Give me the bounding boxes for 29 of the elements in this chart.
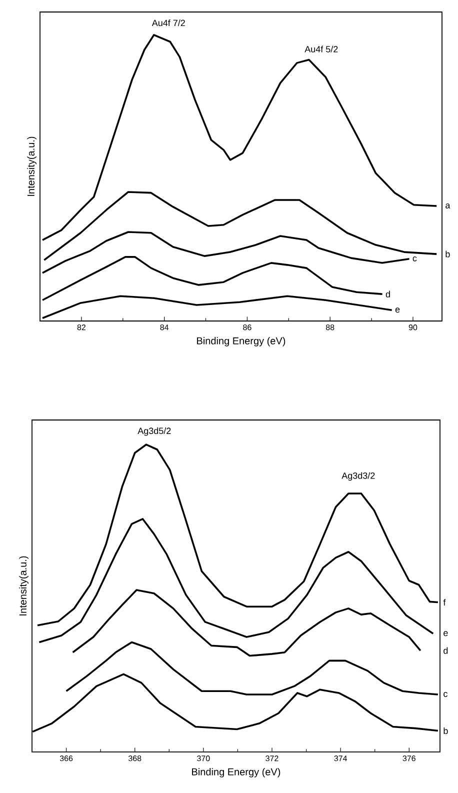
- x-tick-label: 366: [60, 756, 73, 762]
- series-label: e: [395, 308, 400, 313]
- x-tick-label: 374: [334, 756, 348, 762]
- x-axis-title: Binding Energy (eV): [197, 337, 286, 346]
- x-tick-label: 82: [77, 324, 86, 330]
- annotation: Au4f 5/2: [304, 46, 338, 52]
- text: d: [444, 647, 448, 654]
- series-label: d: [386, 290, 390, 298]
- series-label: f: [443, 599, 446, 606]
- x-tick-label: 368: [128, 756, 142, 762]
- text: Ag3d5/2: [138, 427, 171, 436]
- series-label: b: [444, 727, 448, 734]
- x-tick-label: 376: [402, 756, 416, 762]
- x-axis-title: Binding Energy (eV): [192, 768, 280, 778]
- x-tick-label: 88: [326, 324, 334, 330]
- y-axis-title: Intensity(a.u.): [27, 136, 36, 196]
- x-tick-label: 370: [197, 756, 210, 762]
- annotation: Ag3d3/2: [342, 472, 375, 481]
- series-label: c: [412, 256, 417, 262]
- x-tick-label: 86: [243, 324, 252, 330]
- series-label: e: [444, 631, 448, 636]
- text: Au4f 7/2: [152, 20, 185, 26]
- series-label: b: [446, 250, 450, 258]
- series-label: a: [446, 204, 450, 208]
- y-axis-title: Intensity(a.u.): [19, 556, 28, 616]
- x-tick-label: 84: [160, 324, 169, 330]
- x-tick-label: 90: [408, 324, 418, 330]
- series-label: c: [444, 692, 448, 697]
- x-tick-label: 372: [266, 756, 278, 762]
